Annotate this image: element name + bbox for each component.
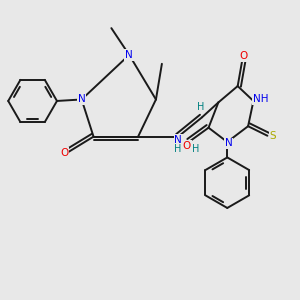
Text: O: O (183, 141, 191, 151)
Text: H: H (192, 143, 200, 154)
Text: H: H (174, 144, 182, 154)
Text: O: O (239, 51, 248, 62)
Text: N: N (125, 50, 133, 60)
Text: NH: NH (253, 94, 268, 104)
Text: N: N (225, 139, 232, 148)
Text: N: N (174, 135, 182, 145)
Text: O: O (60, 148, 68, 158)
Text: N: N (78, 94, 86, 104)
Text: H: H (197, 102, 204, 112)
Text: S: S (269, 131, 276, 141)
